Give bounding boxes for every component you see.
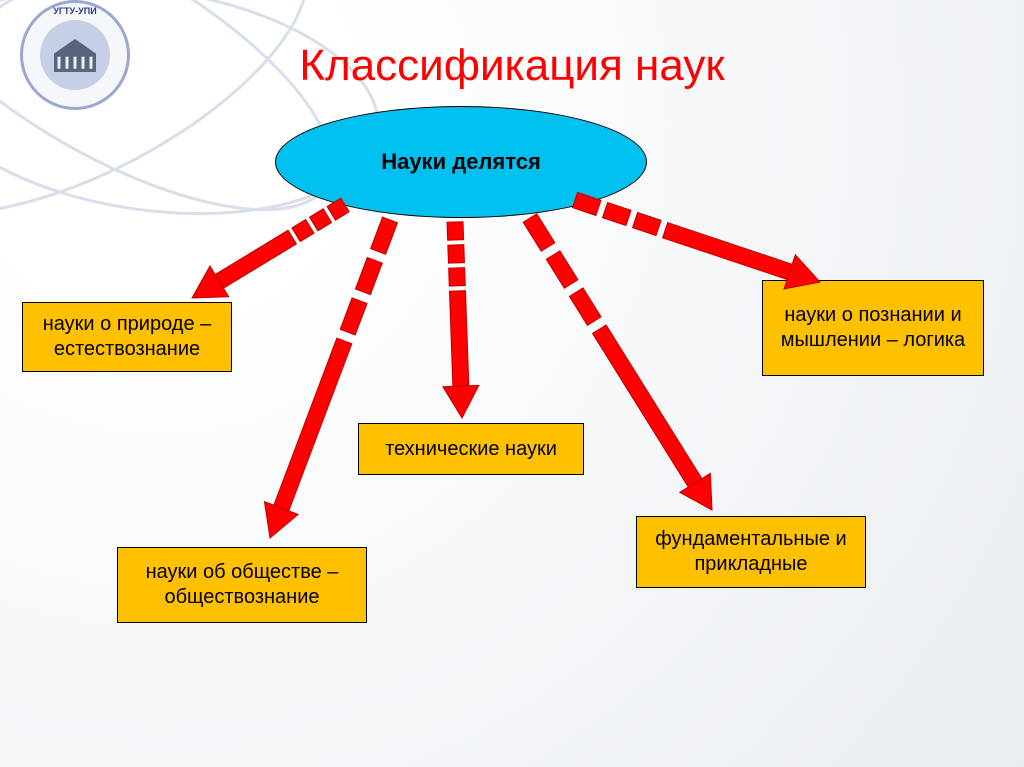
category-box-logic: науки о познании и мышлении – логика: [762, 280, 984, 376]
root-ellipse: Науки делятся: [275, 106, 647, 218]
slide: УГТУ-УПИ Классификация наук Науки делятс…: [0, 0, 1024, 767]
arrow-society: [253, 214, 407, 545]
category-box-label: технические науки: [385, 437, 557, 462]
root-ellipse-label: Науки делятся: [381, 149, 541, 175]
category-box-label: науки о природе – естествознание: [31, 312, 223, 362]
category-box-tech: технические науки: [358, 423, 584, 475]
svg-text:УГТУ-УПИ: УГТУ-УПИ: [53, 6, 96, 16]
slide-title: Классификация наук: [0, 41, 1024, 91]
category-box-label: фундаментальные и прикладные: [645, 527, 857, 577]
category-box-fund: фундаментальные и прикладные: [636, 516, 866, 588]
category-box-society: науки об обществе – обществознание: [117, 547, 367, 623]
category-box-label: науки об обществе – обществознание: [126, 560, 358, 610]
category-box-nature: науки о природе – естествознание: [22, 302, 232, 372]
arrow-nature: [183, 190, 355, 314]
arrow-tech: [437, 221, 480, 418]
category-box-label: науки о познании и мышлении – логика: [771, 303, 975, 353]
